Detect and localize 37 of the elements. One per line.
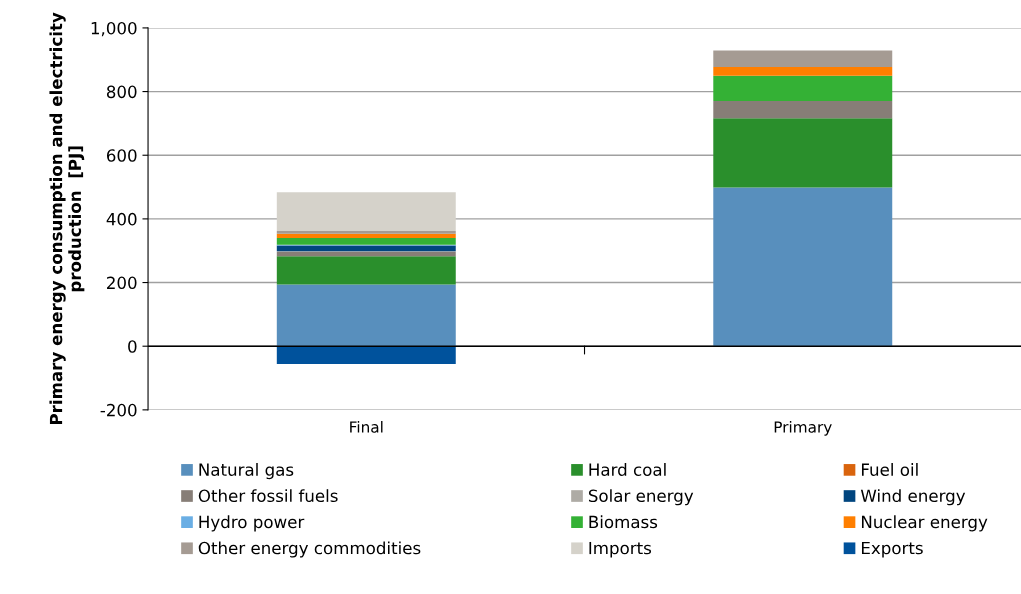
legend-label: Solar energy [588,489,694,506]
bar [276,192,456,231]
bar [713,50,893,68]
bar [713,75,893,102]
legend-label: Nuclear energy [861,515,988,532]
bar [276,256,456,285]
bar [276,230,456,234]
y-tick-label: -200 [100,403,137,417]
legend-label: Imports [589,541,652,558]
y-axis-title: Primary energy consumption and electricity production [PJ] [49,12,85,425]
bar [276,233,456,238]
bar [713,67,893,76]
bar [713,101,893,119]
y-tick-label: 800 [106,85,137,99]
y-tick-label: 0 [128,340,137,353]
bar [276,237,456,245]
bar [276,245,456,252]
legend-label: Exports [861,541,923,558]
x-tick-label: Primary [774,420,832,436]
y-tick-label: 1,000 [91,21,137,37]
legend-label: Fuel oil [861,463,918,476]
legend-label: Natural gas [199,463,294,480]
legend-label: Other energy commodities [198,541,421,558]
y-tick-label: 200 [107,276,137,290]
legend-label: Hard coal [589,463,666,476]
legend-label: Other fossil fuels [198,489,338,503]
bar [276,251,456,257]
x-tick-label: Final [350,420,383,433]
y-tick-label: 400 [106,212,137,226]
bar [276,284,456,347]
bar [713,187,893,347]
y-tick-label: 600 [106,149,137,162]
legend-label: Biomass [589,515,658,529]
bar [713,118,893,188]
legend-label: Wind energy [860,489,966,506]
bar [276,346,456,365]
legend-label: Hydro power [199,515,305,532]
